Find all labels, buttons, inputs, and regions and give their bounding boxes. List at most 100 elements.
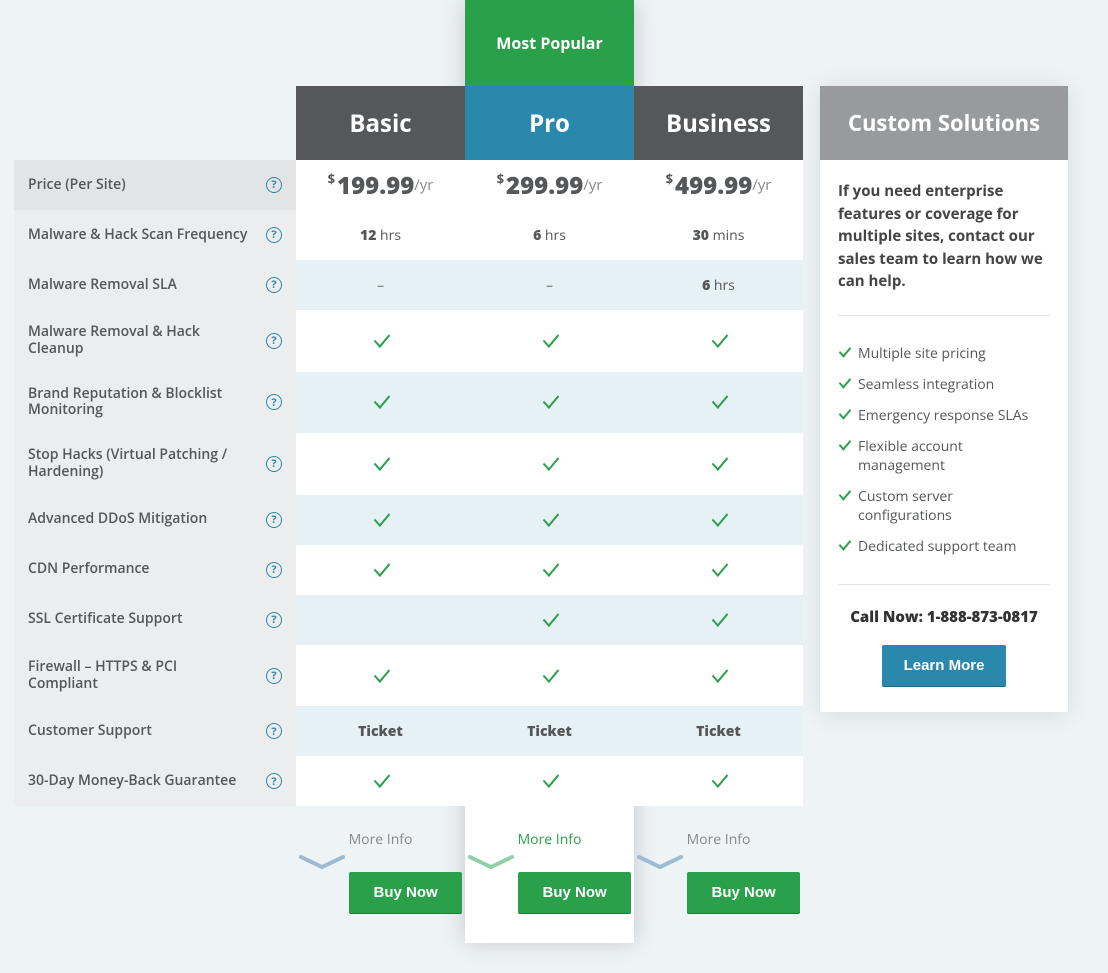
check-icon — [709, 610, 729, 630]
check-icon — [709, 771, 729, 791]
cdn-basic — [296, 545, 465, 595]
help-icon[interactable]: ? — [266, 773, 282, 789]
check-icon — [540, 610, 560, 630]
ddos-basic — [296, 495, 465, 545]
table-footer: More Info Buy Now More Info Buy Now More… — [14, 806, 804, 943]
check-icon — [371, 560, 391, 580]
list-item: Custom server configurations — [838, 481, 1050, 531]
money-business — [634, 756, 803, 806]
check-icon — [540, 454, 560, 474]
custom-solutions-panel: Custom Solutions If you need enterprise … — [820, 86, 1068, 712]
scan-pro: 6 hrs — [465, 210, 634, 260]
sla-business: 6 hrs — [634, 260, 803, 310]
cdn-pro — [465, 545, 634, 595]
feature-support-label: Customer Support? — [14, 706, 296, 756]
check-icon — [709, 454, 729, 474]
more-info-basic[interactable]: More Info — [296, 830, 465, 849]
price-basic: $199.99/yr — [296, 160, 465, 210]
check-icon — [371, 510, 391, 530]
cdn-business — [634, 545, 803, 595]
money-pro — [465, 756, 634, 806]
scan-basic: 12 hrs — [296, 210, 465, 260]
buy-now-pro-button[interactable]: Buy Now — [518, 872, 630, 913]
patch-pro — [465, 433, 634, 495]
check-icon — [838, 488, 852, 502]
plan-business-header: Business — [634, 86, 803, 160]
chevron-down-icon — [299, 855, 345, 873]
help-icon[interactable]: ? — [266, 512, 282, 528]
check-icon — [540, 560, 560, 580]
check-icon — [838, 538, 852, 552]
list-item: Flexible account management — [838, 431, 1050, 481]
help-icon[interactable]: ? — [266, 333, 282, 349]
support-business: Ticket — [634, 706, 803, 756]
help-icon[interactable]: ? — [266, 227, 282, 243]
sla-pro: – — [465, 260, 634, 310]
check-icon — [371, 666, 391, 686]
check-icon — [371, 454, 391, 474]
cleanup-business — [634, 310, 803, 372]
custom-description: If you need enterprise features or cover… — [838, 180, 1050, 293]
feature-cdn-label: CDN Performance? — [14, 545, 296, 595]
help-icon[interactable]: ? — [266, 612, 282, 628]
feature-cleanup-label: Malware Removal & Hack Cleanup? — [14, 310, 296, 372]
ddos-business — [634, 495, 803, 545]
price-business: $499.99/yr — [634, 160, 803, 210]
custom-title: Custom Solutions — [820, 86, 1068, 160]
help-icon[interactable]: ? — [266, 394, 282, 410]
check-icon — [709, 392, 729, 412]
support-pro: Ticket — [465, 706, 634, 756]
list-item: Dedicated support team — [838, 531, 1050, 562]
check-icon — [709, 510, 729, 530]
brand-basic — [296, 372, 465, 434]
check-icon — [838, 345, 852, 359]
feature-price-label: Price (Per Site) ? — [14, 160, 296, 210]
cleanup-pro — [465, 310, 634, 372]
fw-business — [634, 645, 803, 707]
check-icon — [371, 771, 391, 791]
fw-basic — [296, 645, 465, 707]
call-now-label: Call Now: 1-888-873-0817 — [838, 607, 1050, 627]
scan-business: 30 mins — [634, 210, 803, 260]
feature-ssl-label: SSL Certificate Support? — [14, 595, 296, 645]
help-icon[interactable]: ? — [266, 723, 282, 739]
feature-firewall-label: Firewall – HTTPS & PCI Compliant? — [14, 645, 296, 707]
ssl-business — [634, 595, 803, 645]
plan-basic-header: Basic — [296, 86, 465, 160]
ddos-pro — [465, 495, 634, 545]
feature-scan-label: Malware & Hack Scan Frequency ? — [14, 210, 296, 260]
help-icon[interactable]: ? — [266, 562, 282, 578]
most-popular-badge: Most Popular — [465, 0, 634, 86]
plan-pro-header: Pro — [465, 86, 634, 160]
check-icon — [540, 392, 560, 412]
feature-patch-label: Stop Hacks (Virtual Patching / Hardening… — [14, 433, 296, 495]
patch-basic — [296, 433, 465, 495]
brand-pro — [465, 372, 634, 434]
help-icon[interactable]: ? — [266, 177, 282, 193]
help-icon[interactable]: ? — [266, 668, 282, 684]
list-item: Multiple site pricing — [838, 338, 1050, 369]
check-icon — [709, 666, 729, 686]
check-icon — [709, 560, 729, 580]
buy-now-business-button[interactable]: Buy Now — [687, 872, 799, 913]
chevron-down-icon — [468, 855, 514, 873]
feature-sla-label: Malware Removal SLA ? — [14, 260, 296, 310]
ssl-basic — [296, 595, 465, 645]
learn-more-button[interactable]: Learn More — [882, 645, 1007, 686]
pricing-table: Basic Most Popular Pro Business Price (P… — [14, 0, 804, 943]
money-basic — [296, 756, 465, 806]
more-info-business[interactable]: More Info — [634, 830, 803, 849]
feature-ddos-label: Advanced DDoS Mitigation? — [14, 495, 296, 545]
list-item: Emergency response SLAs — [838, 400, 1050, 431]
help-icon[interactable]: ? — [266, 277, 282, 293]
check-icon — [371, 392, 391, 412]
chevron-down-icon — [637, 855, 683, 873]
cleanup-basic — [296, 310, 465, 372]
buy-now-basic-button[interactable]: Buy Now — [349, 872, 461, 913]
more-info-pro[interactable]: More Info — [465, 830, 634, 849]
check-icon — [838, 438, 852, 452]
check-icon — [709, 331, 729, 351]
list-item: Seamless integration — [838, 369, 1050, 400]
help-icon[interactable]: ? — [266, 456, 282, 472]
feature-brand-label: Brand Reputation & Blocklist Monitoring? — [14, 372, 296, 434]
